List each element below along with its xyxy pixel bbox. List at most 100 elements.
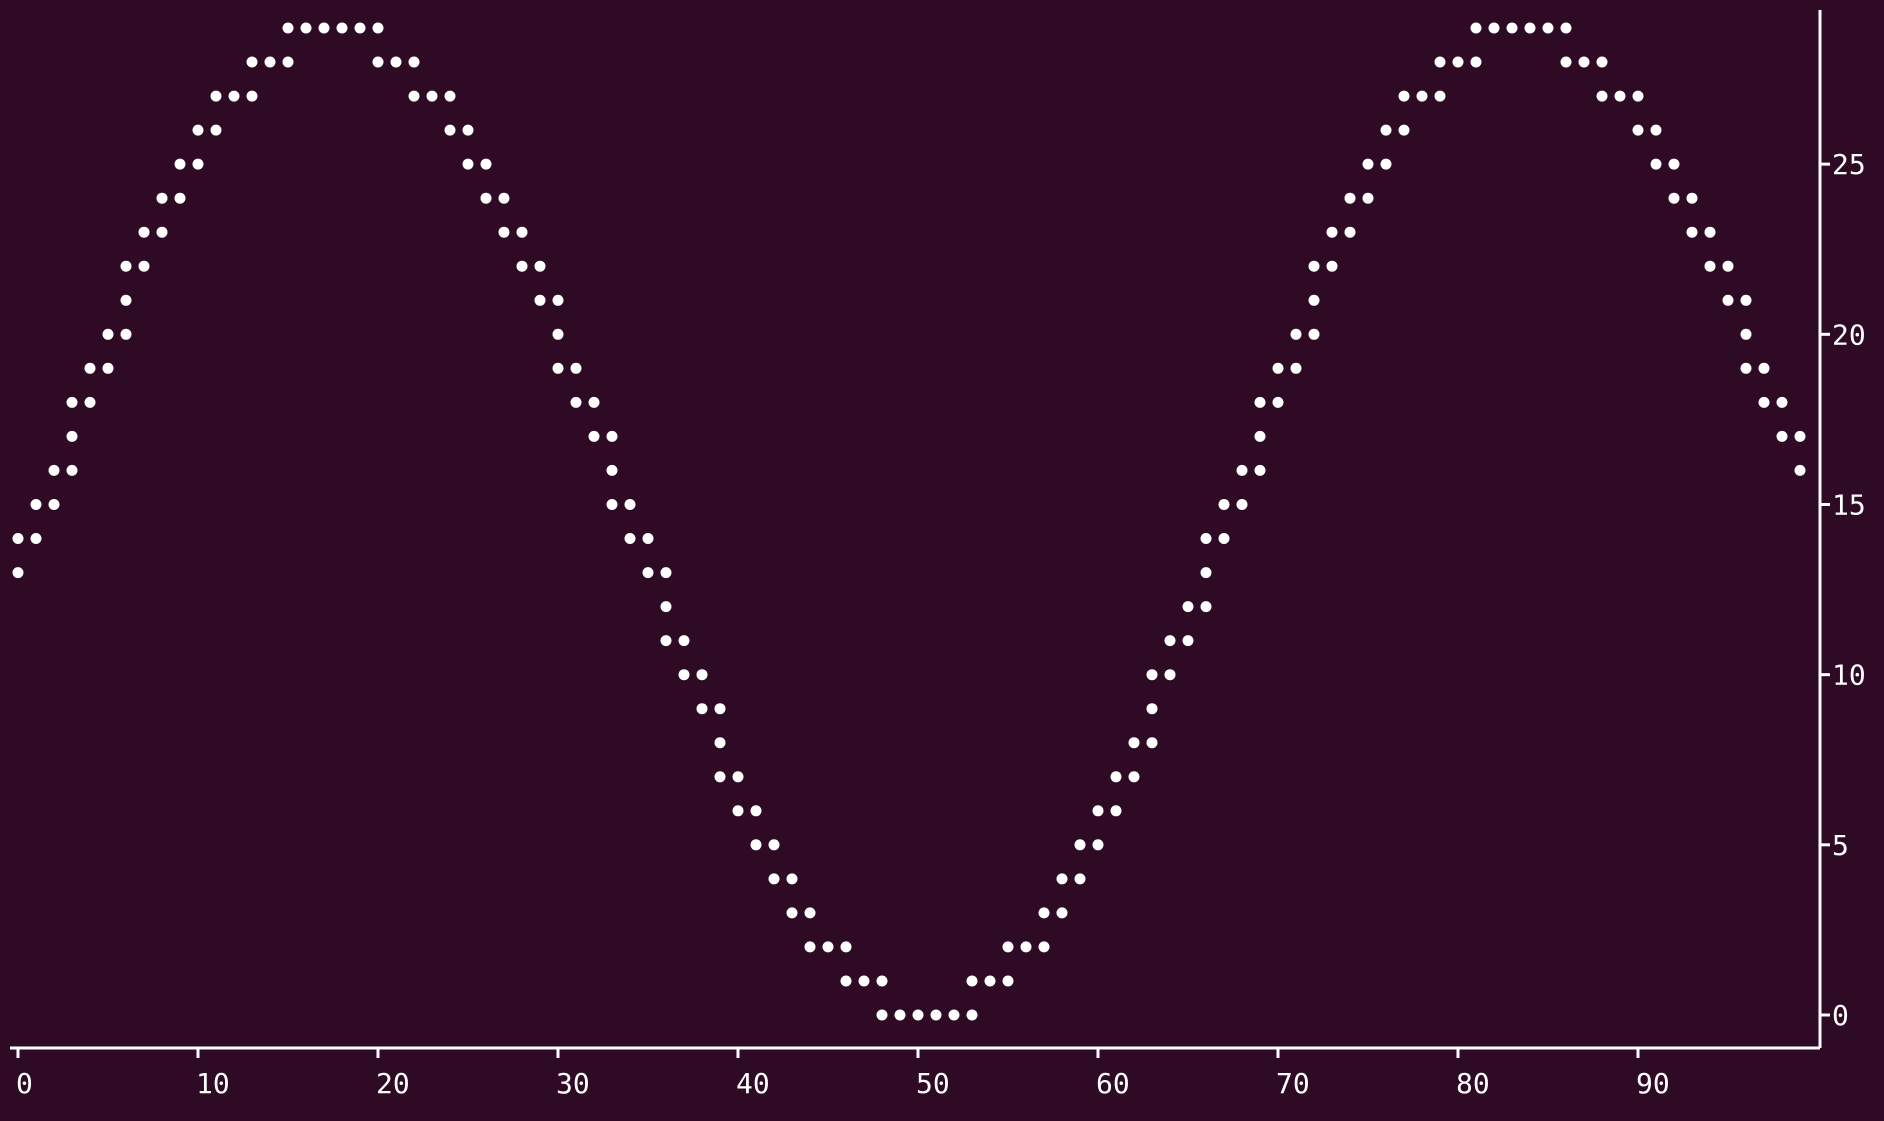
data-point — [876, 975, 888, 987]
data-point — [1650, 124, 1662, 136]
data-point — [714, 737, 726, 749]
data-point — [372, 22, 384, 34]
data-point — [1110, 771, 1122, 783]
x-tick-label: 60 — [1096, 1067, 1130, 1100]
data-point — [1686, 226, 1698, 238]
data-point — [1020, 941, 1032, 953]
data-point — [426, 90, 438, 102]
data-point — [1704, 226, 1716, 238]
data-point — [552, 362, 564, 374]
x-tick-label: 70 — [1276, 1067, 1310, 1100]
data-point — [678, 669, 690, 681]
data-point — [1434, 56, 1446, 68]
data-point — [1434, 90, 1446, 102]
data-point — [1344, 226, 1356, 238]
data-point — [264, 56, 276, 68]
data-point — [1218, 533, 1230, 544]
x-tick-label: 50 — [916, 1067, 950, 1100]
data-point — [1614, 90, 1626, 102]
data-point — [1596, 56, 1608, 68]
data-point — [1758, 396, 1770, 408]
data-point — [1308, 260, 1320, 272]
data-point — [1146, 737, 1158, 749]
data-point — [1398, 90, 1410, 102]
data-point — [660, 635, 672, 647]
data-point — [1686, 192, 1698, 204]
data-point — [1254, 430, 1266, 442]
data-point — [1074, 873, 1086, 885]
data-point — [570, 396, 582, 408]
y-tick-label: 10 — [1832, 659, 1866, 692]
data-point — [534, 294, 546, 306]
data-point — [1308, 294, 1320, 306]
data-point — [1740, 328, 1752, 340]
data-point — [570, 362, 582, 374]
data-point — [1506, 22, 1518, 34]
data-point — [1182, 601, 1194, 613]
data-point — [1128, 737, 1140, 749]
data-point — [660, 567, 672, 579]
data-point — [1488, 22, 1500, 34]
data-point — [552, 328, 564, 340]
y-tick-label: 5 — [1832, 829, 1849, 862]
data-point — [624, 499, 636, 510]
data-point — [462, 158, 474, 170]
data-point — [372, 56, 384, 68]
data-point — [30, 499, 42, 510]
data-point — [714, 771, 726, 783]
data-point — [1542, 22, 1554, 34]
data-point — [30, 533, 42, 544]
data-point — [498, 226, 510, 238]
y-tick-label: 15 — [1832, 488, 1866, 521]
data-point — [1560, 22, 1572, 34]
data-point — [66, 464, 78, 476]
data-point — [1740, 362, 1752, 374]
data-point — [966, 1009, 978, 1021]
data-point — [1200, 567, 1212, 579]
data-point — [1092, 839, 1104, 851]
data-point — [1254, 464, 1266, 476]
data-point — [1668, 192, 1680, 204]
data-point — [1398, 124, 1410, 136]
data-point — [1776, 396, 1788, 408]
x-tick-label: 20 — [376, 1067, 410, 1100]
data-point — [1452, 56, 1464, 68]
data-point — [1290, 362, 1302, 374]
data-point — [354, 22, 366, 34]
data-point — [12, 533, 24, 544]
data-point — [606, 464, 618, 476]
data-point — [462, 124, 474, 136]
data-point — [516, 226, 528, 238]
data-point — [1146, 703, 1158, 715]
data-point — [120, 328, 132, 340]
x-tick-label: 90 — [1636, 1067, 1670, 1100]
data-point — [804, 907, 816, 919]
points-layer — [12, 22, 1806, 1021]
data-point — [1380, 124, 1392, 136]
data-point — [1092, 805, 1104, 817]
data-point — [624, 533, 636, 544]
data-point — [1272, 396, 1284, 408]
data-point — [930, 1009, 942, 1021]
data-point — [228, 90, 240, 102]
data-point — [1146, 669, 1158, 681]
data-point — [192, 124, 204, 136]
data-point — [696, 703, 708, 715]
data-point — [66, 396, 78, 408]
data-point — [210, 124, 222, 136]
data-point — [804, 941, 816, 953]
data-point — [1794, 430, 1806, 442]
data-point — [1344, 192, 1356, 204]
data-point — [480, 192, 492, 204]
data-point — [1758, 362, 1770, 374]
data-point — [1200, 533, 1212, 544]
data-point — [858, 975, 870, 987]
data-point — [1236, 499, 1248, 510]
data-point — [84, 396, 96, 408]
data-point — [174, 192, 186, 204]
data-point — [282, 56, 294, 68]
x-axis: 0 10 20 30 40 50 60 70 80 90 — [16, 1048, 1670, 1100]
data-point — [1128, 771, 1140, 783]
